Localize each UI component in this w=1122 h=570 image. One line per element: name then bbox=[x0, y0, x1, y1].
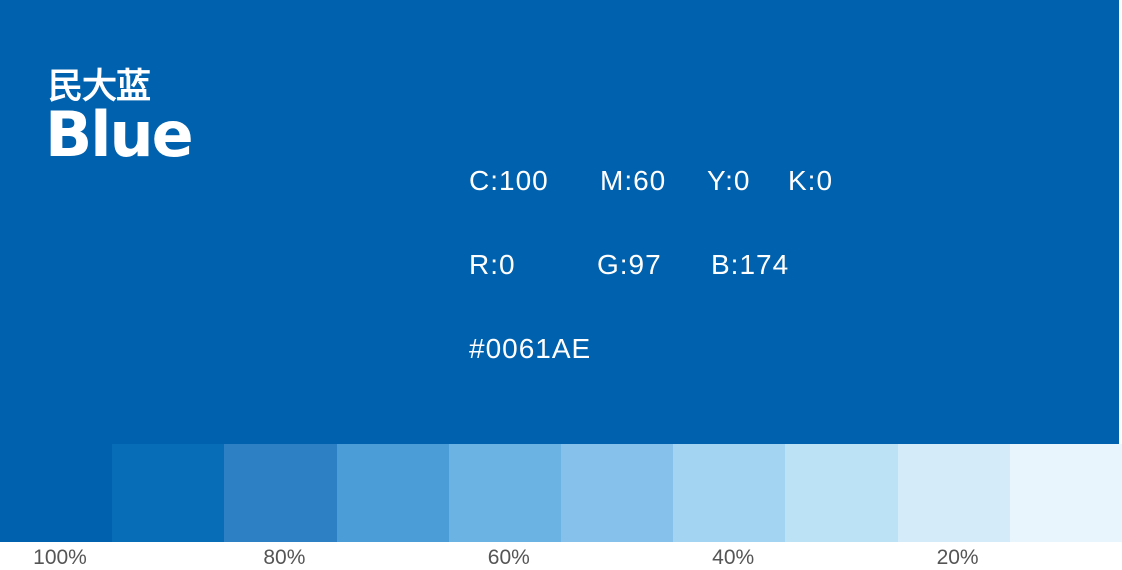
tint-swatch bbox=[561, 444, 674, 542]
cmyk-y: Y:0 bbox=[707, 165, 751, 196]
tint-label: 100% bbox=[33, 546, 87, 569]
tint-swatch bbox=[785, 444, 898, 542]
tint-swatch bbox=[673, 444, 786, 542]
tint-swatch bbox=[1009, 444, 1122, 542]
tint-label: 80% bbox=[263, 546, 306, 569]
main-color-block: 民大蓝 Blue C:100 M:60 Y:0 K:0 R:0 G:97 B:1… bbox=[0, 0, 1119, 444]
cmyk-m: M:60 bbox=[600, 165, 667, 196]
tint-label: 20% bbox=[936, 546, 979, 569]
title-chinese: 民大蓝 bbox=[48, 67, 151, 107]
tint-swatch bbox=[897, 444, 1010, 542]
tint-swatch bbox=[336, 444, 449, 542]
rgb-g: G:97 bbox=[597, 249, 662, 280]
tint-swatch bbox=[448, 444, 561, 542]
cmyk-k: K:0 bbox=[788, 165, 834, 196]
hex-value: #0061AE bbox=[469, 333, 592, 364]
tint-label: 60% bbox=[487, 546, 530, 569]
tint-label: 40% bbox=[712, 546, 755, 569]
tint-swatch bbox=[0, 444, 113, 542]
title-english: Blue bbox=[45, 98, 194, 171]
tint-swatch bbox=[224, 444, 337, 542]
rgb-r: R:0 bbox=[469, 249, 516, 280]
tint-swatch bbox=[112, 444, 225, 542]
rgb-b: B:174 bbox=[711, 249, 790, 280]
cmyk-c: C:100 bbox=[469, 165, 549, 196]
